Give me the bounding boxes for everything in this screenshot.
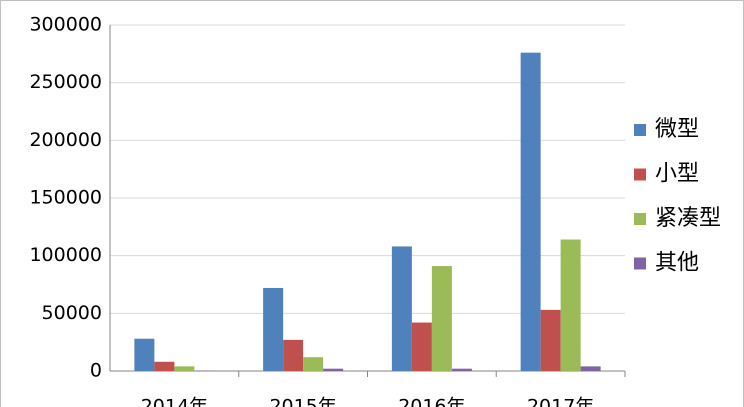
legend-label: 小型: [655, 162, 699, 187]
legend-label: 紧凑型: [655, 206, 721, 231]
y-tick-label: 150000: [29, 187, 102, 209]
legend-label: 微型: [655, 117, 699, 142]
bar: [560, 239, 581, 371]
legend-label: 其他: [655, 251, 699, 276]
bar: [540, 309, 561, 371]
bar: [283, 339, 304, 371]
y-tick-label: 300000: [29, 14, 102, 36]
y-tick-label: 100000: [29, 244, 102, 266]
bar: [520, 52, 541, 372]
legend-swatch: [634, 213, 646, 225]
y-tick-label: 0: [90, 360, 102, 382]
bar: [303, 357, 324, 371]
x-tick-label: 2017年: [527, 396, 594, 407]
bar: [391, 246, 412, 371]
legend-swatch: [634, 257, 646, 270]
bar: [174, 366, 195, 371]
y-tick-label: 250000: [29, 71, 102, 93]
legend-swatch: [634, 124, 646, 136]
y-tick-label: 200000: [29, 129, 102, 151]
x-tick-label: 2016年: [398, 396, 465, 407]
bar: [323, 368, 344, 371]
legend-swatch: [634, 168, 646, 181]
bar: [431, 266, 452, 371]
bar: [411, 322, 432, 371]
bar: [263, 287, 284, 371]
bar: [451, 368, 472, 371]
y-tick-label: 50000: [42, 302, 102, 324]
bar: [134, 338, 155, 371]
bar: [154, 361, 175, 371]
bar: [580, 366, 601, 371]
x-tick-label: 2015年: [269, 396, 336, 407]
x-tick-label: 2014年: [141, 396, 208, 407]
